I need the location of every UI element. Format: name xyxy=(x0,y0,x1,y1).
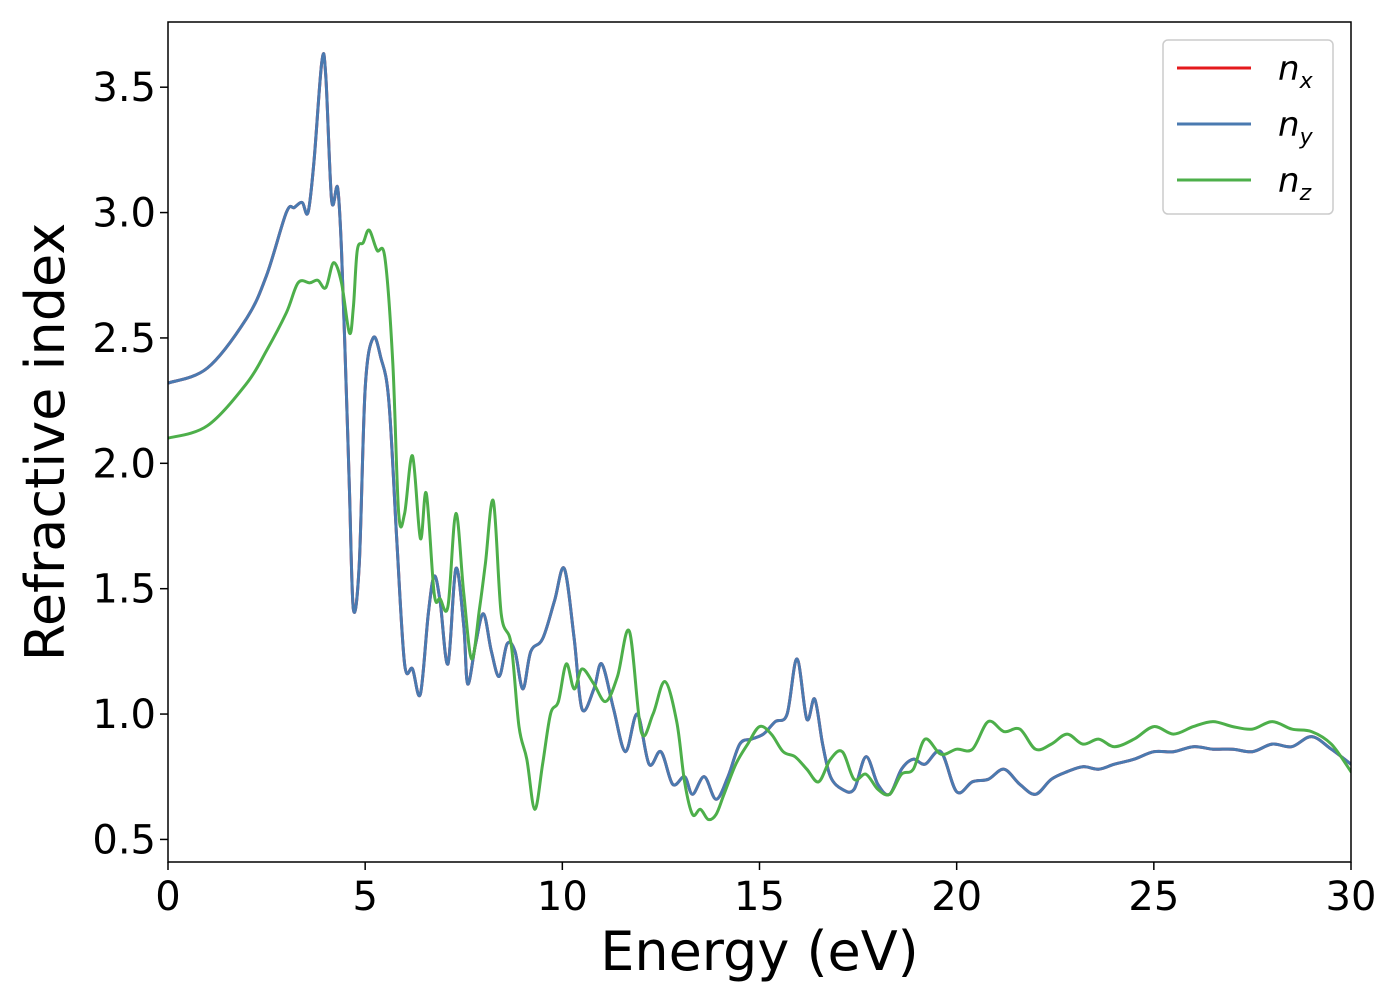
series-line-y xyxy=(168,52,1351,801)
y-tick-label: 2.5 xyxy=(92,316,156,362)
x-tick-label: 0 xyxy=(155,874,180,920)
x-tick-label: 20 xyxy=(931,874,982,920)
x-axis-title: Energy (eV) xyxy=(600,920,919,983)
x-tick-label: 10 xyxy=(537,874,588,920)
x-tick-label: 15 xyxy=(734,874,785,920)
x-tick-label: 30 xyxy=(1326,874,1377,920)
y-tick-label: 1.0 xyxy=(92,692,156,738)
y-tick-label: 0.5 xyxy=(92,817,156,863)
y-tick-label: 3.5 xyxy=(92,65,156,111)
y-tick-label: 1.5 xyxy=(92,567,156,613)
y-axis-title: Refractive index xyxy=(14,223,77,662)
series-layer xyxy=(168,52,1351,822)
x-tick-label: 25 xyxy=(1128,874,1179,920)
x-tick-label: 5 xyxy=(352,874,377,920)
legend-box xyxy=(1162,39,1334,215)
y-tick-label: 3.0 xyxy=(92,191,156,237)
y-tick-label: 2.0 xyxy=(92,441,156,487)
ticks-layer: 0 5 10 15 20 25 30 0.5 1.0 1.5 2.0 2.5 3.0 3.5 xyxy=(92,65,1376,920)
series-line-z xyxy=(168,228,1351,822)
